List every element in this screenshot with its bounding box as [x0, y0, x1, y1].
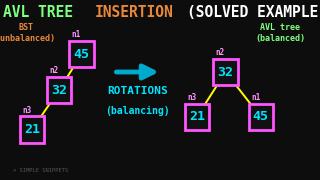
Text: n1: n1 — [72, 30, 81, 39]
FancyBboxPatch shape — [185, 104, 209, 130]
Text: × SIMPLE SNIPPETS: × SIMPLE SNIPPETS — [13, 168, 68, 173]
Text: 45: 45 — [74, 48, 90, 60]
Text: n2: n2 — [49, 66, 59, 75]
FancyBboxPatch shape — [213, 59, 238, 86]
Text: n2: n2 — [216, 48, 225, 57]
Text: 21: 21 — [24, 123, 40, 136]
Text: n1: n1 — [251, 93, 260, 102]
Text: 32: 32 — [218, 66, 234, 78]
Text: 21: 21 — [189, 111, 205, 123]
Text: n3: n3 — [22, 106, 31, 115]
Text: BST
(unbalanced): BST (unbalanced) — [0, 23, 56, 44]
Text: n3: n3 — [187, 93, 196, 102]
Text: 45: 45 — [253, 111, 269, 123]
FancyBboxPatch shape — [20, 116, 44, 143]
Text: AVL TREE: AVL TREE — [3, 5, 82, 20]
Text: 32: 32 — [51, 84, 67, 96]
Text: ROTATIONS: ROTATIONS — [107, 86, 168, 96]
Text: INSERTION: INSERTION — [94, 5, 173, 20]
FancyArrowPatch shape — [116, 66, 153, 78]
FancyBboxPatch shape — [249, 104, 273, 130]
Text: (SOLVED EXAMPLE): (SOLVED EXAMPLE) — [187, 5, 320, 20]
FancyBboxPatch shape — [69, 41, 94, 68]
Text: (balancing): (balancing) — [105, 106, 170, 116]
FancyBboxPatch shape — [47, 77, 71, 103]
Text: AVL tree
(balanced): AVL tree (balanced) — [255, 23, 305, 44]
